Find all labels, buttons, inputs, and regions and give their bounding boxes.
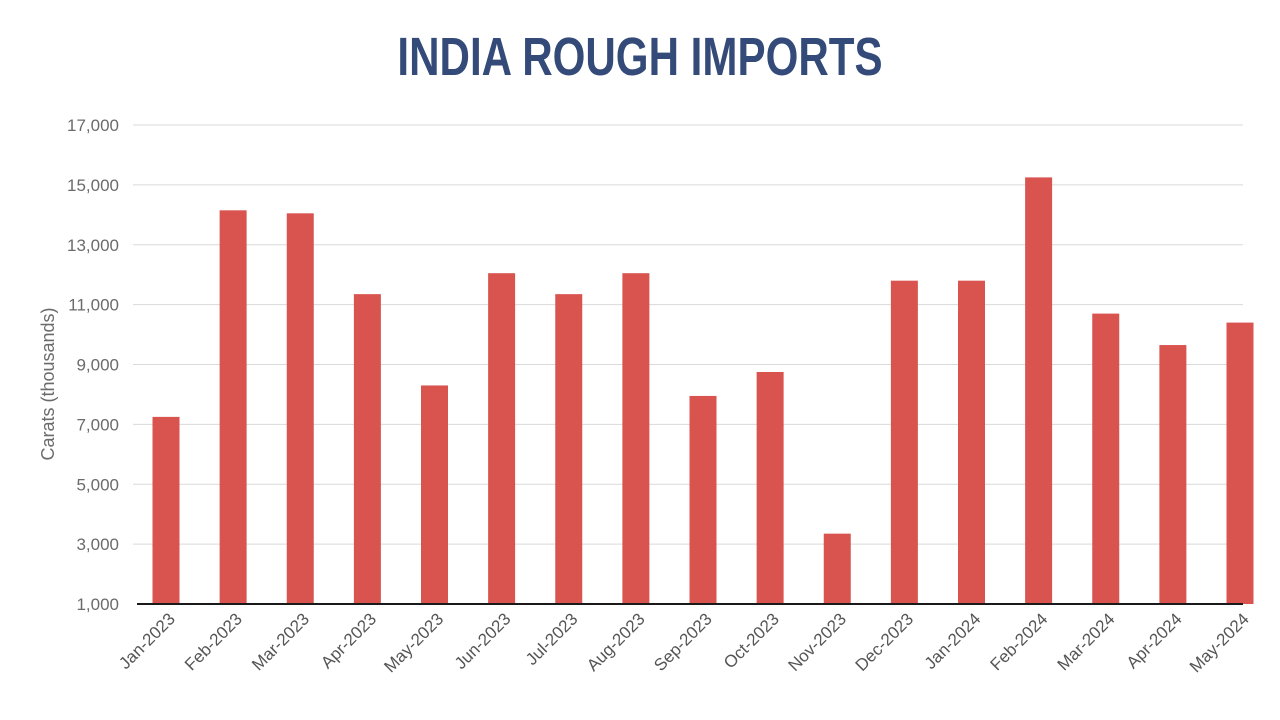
chart-title: INDIA ROUGH IMPORTS (397, 27, 883, 87)
bar (890, 280, 918, 604)
bar (286, 213, 314, 605)
bar (1226, 322, 1254, 604)
bar (823, 533, 851, 604)
x-tick-label: May-2024 (1186, 609, 1253, 676)
bar (219, 210, 247, 604)
bar (689, 395, 717, 604)
x-tick-label: Mar-2024 (1054, 609, 1119, 674)
bar (958, 280, 985, 604)
x-tick-label: Jan-2024 (921, 609, 985, 673)
bar (622, 273, 650, 604)
y-tick-label: 15,000 (67, 176, 119, 195)
x-axis-ticks: Jan-2023 Feb-2023 Mar-2023 Apr-2023 May-2023… (115, 609, 1253, 676)
x-tick-label: Feb-2023 (181, 609, 246, 674)
bar (353, 294, 381, 604)
bar (488, 273, 516, 604)
bar (1025, 177, 1053, 604)
y-axis-title: Carats (thousands) (38, 307, 58, 460)
bars (152, 177, 1254, 605)
x-tick-label: Dec-2023 (852, 609, 918, 675)
y-tick-label: 1,000 (76, 595, 119, 614)
y-tick-label: 7,000 (76, 415, 119, 434)
x-tick-label: Apr-2024 (1123, 609, 1186, 672)
x-tick-label: Sep-2023 (650, 609, 716, 675)
x-tick-label: Jul-2023 (522, 609, 582, 669)
bar (1159, 345, 1187, 604)
x-tick-label: Feb-2024 (987, 609, 1052, 674)
x-tick-label: Aug-2023 (583, 609, 649, 675)
y-tick-label: 11,000 (68, 296, 119, 315)
y-axis-ticks: 1,000 3,000 5,000 7,000 9,000 11,000 13,000 15,… (67, 116, 119, 614)
y-tick-label: 5,000 (76, 475, 119, 494)
bar (1092, 313, 1120, 604)
x-tick-label: May-2023 (380, 609, 447, 676)
x-tick-label: Nov-2023 (785, 609, 851, 675)
gridlines (133, 124, 1243, 545)
bar (555, 294, 583, 604)
x-tick-label: Jan-2023 (115, 609, 179, 673)
bar (152, 416, 180, 604)
bar (421, 385, 448, 604)
x-tick-label: Mar-2023 (248, 609, 313, 674)
y-tick-label: 17,000 (67, 116, 119, 135)
y-tick-label: 3,000 (76, 535, 119, 554)
x-tick-label: Apr-2023 (317, 609, 380, 672)
x-tick-label: Oct-2023 (720, 609, 783, 672)
y-tick-label: 9,000 (76, 356, 119, 375)
x-tick-label: Jun-2023 (451, 609, 515, 673)
y-tick-label: 13,000 (67, 236, 119, 255)
bar (756, 371, 784, 604)
